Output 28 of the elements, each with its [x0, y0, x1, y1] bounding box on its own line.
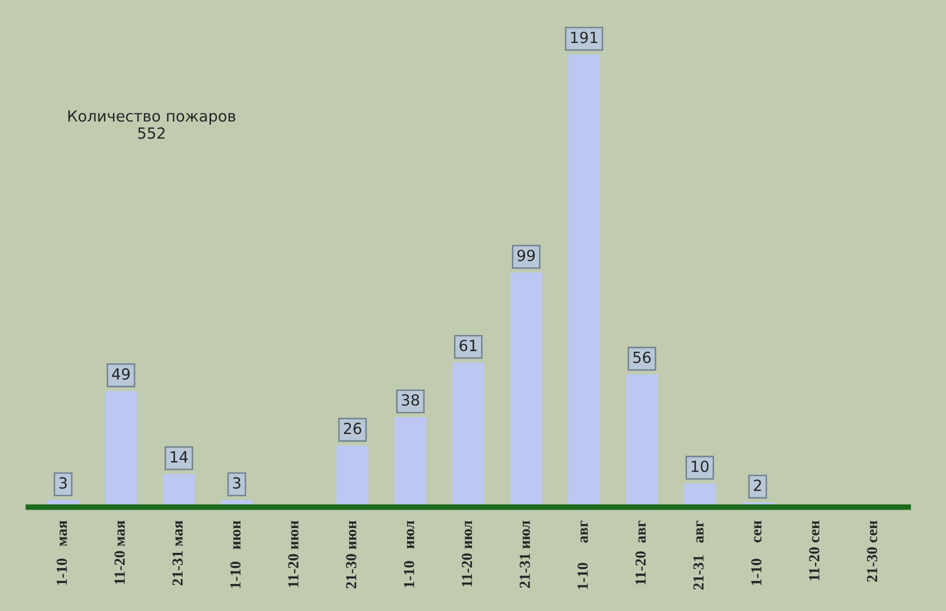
x-tick-label: 1-10 июл — [404, 520, 414, 588]
data-label: 3 — [233, 477, 240, 489]
data-label: 14 — [170, 451, 188, 462]
data-label: 99 — [517, 250, 535, 262]
x-tick-label: 21-31 авг — [693, 520, 704, 590]
annotation: Количество пожаров 552 — [68, 110, 236, 139]
x-tick-label: 1-10 мая — [56, 520, 67, 585]
data-label: 3 — [59, 477, 67, 489]
x-tick-label: 21-30 сен — [866, 520, 878, 582]
data-label: 26 — [344, 422, 362, 434]
x-tick-label: 11-20 июл — [462, 520, 472, 586]
x-tick-label: 1-10 июн — [230, 520, 241, 588]
data-label: 61 — [460, 340, 477, 352]
data-label: 56 — [633, 352, 651, 364]
x-tick-label: 21-30 июн — [346, 520, 356, 588]
data-label: 2 — [754, 480, 761, 491]
x-tick-label: 21-31 июл — [520, 520, 530, 588]
data-label: 38 — [402, 394, 420, 406]
x-tick-label: 11-20 июн — [288, 520, 298, 588]
data-label: 10 — [692, 460, 708, 472]
x-tick-label: 11-20 сен — [809, 520, 820, 580]
data-label: 49 — [112, 368, 130, 380]
x-tick-label: 1-10 сен — [751, 520, 762, 585]
x-tick-label: 11-20 авг — [635, 520, 646, 584]
x-tick-label: 11-20 мая — [114, 520, 125, 584]
data-label: 191 — [571, 32, 598, 44]
x-tick-label: 21-31 мая — [172, 520, 183, 586]
x-tick-label: 1-10 авг — [578, 520, 588, 590]
